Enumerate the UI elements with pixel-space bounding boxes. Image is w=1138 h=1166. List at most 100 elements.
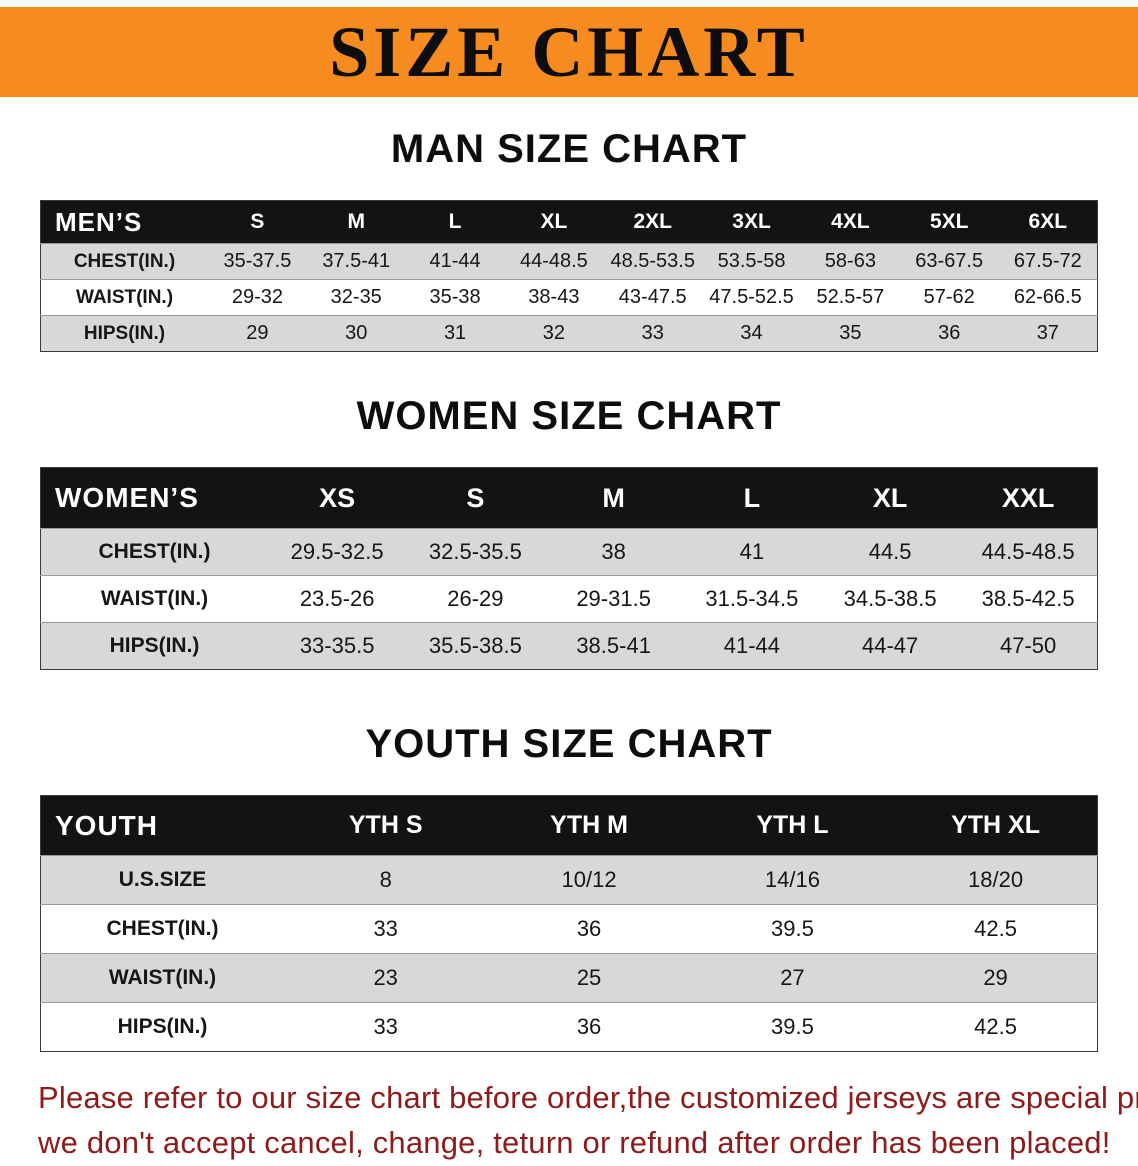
table-cell: 37 xyxy=(998,315,1098,352)
youth-header-row: YOUTH YTH S YTH M YTH L YTH XL xyxy=(40,795,1098,856)
size-column-header: S xyxy=(208,200,307,244)
table-cell: 52.5-57 xyxy=(800,279,900,316)
men-header-row: MEN’S S M L XL 2XL 3XL 4XL 5XL 6XL xyxy=(40,200,1098,244)
table-row: HIPS(IN.) 33-35.5 35.5-38.5 38.5-41 41-44 44-… xyxy=(40,622,1098,670)
table-cell: 47-50 xyxy=(959,622,1098,670)
table-cell: 36 xyxy=(487,1002,691,1052)
table-cell: 33 xyxy=(284,904,488,954)
size-column-header: 3XL xyxy=(702,200,801,244)
row-label: WAIST(IN.) xyxy=(40,575,268,623)
row-label: HIPS(IN.) xyxy=(40,1002,284,1052)
table-cell: 33-35.5 xyxy=(268,622,407,670)
table-cell: 35 xyxy=(800,315,900,352)
table-row: HIPS(IN.) 33 36 39.5 42.5 xyxy=(40,1002,1098,1052)
row-label: WAIST(IN.) xyxy=(40,953,284,1003)
table-cell: 37.5-41 xyxy=(306,243,406,280)
table-cell: 36 xyxy=(487,904,691,954)
table-cell: 43-47.5 xyxy=(603,279,703,316)
size-column-header: XXL xyxy=(959,467,1098,529)
youth-size-table: YOUTH YTH S YTH M YTH L YTH XL U.S.SIZE 8 10/12… xyxy=(40,795,1098,1052)
women-size-table-container: WOMEN’S XS S M L XL XXL CHEST(IN.) 29.5-32.5 32.5… xyxy=(0,467,1138,670)
table-row: CHEST(IN.) 35-37.5 37.5-41 41-44 44-48.5 48.5… xyxy=(40,243,1098,280)
youth-size-table-container: YOUTH YTH S YTH M YTH L YTH XL U.S.SIZE 8 10/12… xyxy=(0,795,1138,1052)
women-header-label: WOMEN’S xyxy=(40,467,268,529)
table-cell: 38-43 xyxy=(504,279,604,316)
row-label: HIPS(IN.) xyxy=(40,622,268,670)
size-column-header: 5XL xyxy=(899,200,999,244)
table-row: WAIST(IN.) 29-32 32-35 35-38 38-43 43-47.5 47.… xyxy=(40,279,1098,316)
women-header-row: WOMEN’S XS S M L XL XXL xyxy=(40,467,1098,529)
table-row: CHEST(IN.) 33 36 39.5 42.5 xyxy=(40,904,1098,954)
table-cell: 8 xyxy=(284,855,488,905)
size-column-header: M xyxy=(544,467,683,529)
size-chart-banner: SIZE CHART xyxy=(0,7,1138,97)
table-row: WAIST(IN.) 23.5-26 26-29 29-31.5 31.5-34.5 34… xyxy=(40,575,1098,623)
row-label: CHEST(IN.) xyxy=(40,904,284,954)
table-cell: 34.5-38.5 xyxy=(821,575,960,623)
table-cell: 34 xyxy=(702,315,801,352)
table-cell: 57-62 xyxy=(899,279,999,316)
table-cell: 25 xyxy=(487,953,691,1003)
table-cell: 35-37.5 xyxy=(208,243,307,280)
size-column-header: YTH XL xyxy=(894,795,1098,856)
table-cell: 39.5 xyxy=(690,1002,895,1052)
table-cell: 23 xyxy=(284,953,488,1003)
size-column-header: 2XL xyxy=(603,200,703,244)
table-cell: 39.5 xyxy=(690,904,895,954)
size-column-header: XS xyxy=(268,467,407,529)
size-column-header: L xyxy=(405,200,505,244)
table-cell: 36 xyxy=(899,315,999,352)
table-cell: 41-44 xyxy=(405,243,505,280)
table-cell: 48.5-53.5 xyxy=(603,243,703,280)
table-cell: 41 xyxy=(682,528,821,576)
table-cell: 44-48.5 xyxy=(504,243,604,280)
table-cell: 23.5-26 xyxy=(268,575,407,623)
table-row: HIPS(IN.) 29 30 31 32 33 34 35 36 37 xyxy=(40,315,1098,352)
table-cell: 10/12 xyxy=(487,855,691,905)
table-cell: 35-38 xyxy=(405,279,505,316)
table-cell: 18/20 xyxy=(894,855,1098,905)
size-column-header: YTH M xyxy=(487,795,691,856)
row-label: CHEST(IN.) xyxy=(40,528,268,576)
row-label: CHEST(IN.) xyxy=(40,243,208,280)
youth-header-label: YOUTH xyxy=(40,795,284,856)
size-column-header: XL xyxy=(504,200,604,244)
table-row: U.S.SIZE 8 10/12 14/16 18/20 xyxy=(40,855,1098,905)
table-cell: 32.5-35.5 xyxy=(406,528,545,576)
size-column-header: L xyxy=(682,467,821,529)
table-cell: 42.5 xyxy=(894,904,1098,954)
table-cell: 47.5-52.5 xyxy=(702,279,801,316)
banner-title: SIZE CHART xyxy=(329,12,809,92)
table-cell: 32-35 xyxy=(306,279,406,316)
table-cell: 29-31.5 xyxy=(544,575,683,623)
table-cell: 35.5-38.5 xyxy=(406,622,545,670)
table-cell: 31.5-34.5 xyxy=(682,575,821,623)
table-cell: 42.5 xyxy=(894,1002,1098,1052)
table-cell: 44.5 xyxy=(821,528,960,576)
men-size-table: MEN’S S M L XL 2XL 3XL 4XL 5XL 6XL CHEST(IN.) 35-37… xyxy=(40,200,1098,352)
row-label: U.S.SIZE xyxy=(40,855,284,905)
table-cell: 38 xyxy=(544,528,683,576)
size-column-header: S xyxy=(406,467,545,529)
men-header-label: MEN’S xyxy=(40,200,208,244)
table-cell: 58-63 xyxy=(800,243,900,280)
table-cell: 33 xyxy=(603,315,703,352)
table-cell: 29.5-32.5 xyxy=(268,528,407,576)
size-column-header: YTH L xyxy=(690,795,895,856)
row-label: WAIST(IN.) xyxy=(40,279,208,316)
table-cell: 29 xyxy=(208,315,307,352)
table-cell: 62-66.5 xyxy=(998,279,1098,316)
table-cell: 67.5-72 xyxy=(998,243,1098,280)
table-cell: 26-29 xyxy=(406,575,545,623)
table-cell: 31 xyxy=(405,315,505,352)
table-cell: 14/16 xyxy=(690,855,895,905)
table-cell: 32 xyxy=(504,315,604,352)
size-column-header: YTH S xyxy=(284,795,488,856)
table-cell: 63-67.5 xyxy=(899,243,999,280)
table-cell: 29 xyxy=(894,953,1098,1003)
footer-disclaimer-line2: we don't accept cancel, change, teturn o… xyxy=(38,1124,1111,1160)
size-column-header: 6XL xyxy=(998,200,1098,244)
table-cell: 44.5-48.5 xyxy=(959,528,1098,576)
size-column-header: XL xyxy=(821,467,960,529)
table-cell: 53.5-58 xyxy=(702,243,801,280)
